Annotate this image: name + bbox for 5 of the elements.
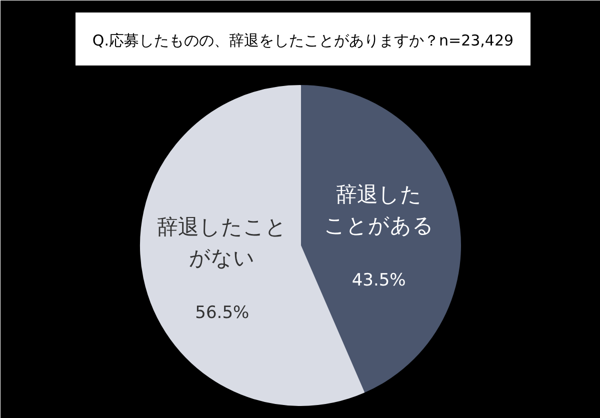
slice-label: 辞退したことがある: [324, 182, 434, 238]
data-label: 56.5%: [195, 302, 250, 323]
chart-title: Q.応募したものの、辞退をしたことがありますか？n=23,429: [92, 32, 514, 50]
data-label: 43.5%: [352, 270, 406, 290]
slice-label: 辞退したことがない: [157, 214, 288, 270]
